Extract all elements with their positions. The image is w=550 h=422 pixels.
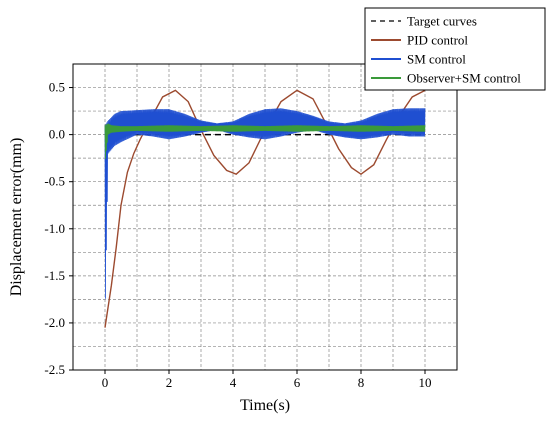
y-tick-label: -2.0 <box>44 315 65 330</box>
plot-series <box>104 89 426 328</box>
series-line-observer-sm-control <box>104 123 426 159</box>
y-tick-label: -2.5 <box>44 362 65 377</box>
y-tick-label: -1.5 <box>44 268 65 283</box>
y-tick-label: 0.0 <box>49 127 65 142</box>
legend-label: SM control <box>407 52 466 67</box>
series-line-pid-control <box>104 89 426 328</box>
legend-label: Observer+SM control <box>407 71 521 86</box>
x-tick-label: 6 <box>294 375 301 390</box>
plot-frame <box>72 63 458 371</box>
y-tick-label: -0.5 <box>44 174 65 189</box>
legend-label: PID control <box>407 33 468 48</box>
legend-box <box>364 7 546 91</box>
x-tick-label: 8 <box>358 375 365 390</box>
ticks: 0 2 4 6 8 10 0.5 0.0 -0.5 -1.0 -1.5 -2.0 -2.5 <box>44 80 431 390</box>
legend-label: Target curves <box>407 14 477 29</box>
x-tick-label: 4 <box>230 375 237 390</box>
y-tick-label: -1.0 <box>44 221 65 236</box>
legend: Target curves PID control SM control Observ… <box>364 7 546 91</box>
x-tick-label: 10 <box>419 375 432 390</box>
y-tick-label: 0.5 <box>49 80 65 95</box>
x-axis-title: Time(s) <box>240 397 290 414</box>
y-axis-title: Displacement error(mm) <box>8 138 25 297</box>
x-tick-label: 0 <box>102 375 109 390</box>
x-tick-label: 2 <box>166 375 173 390</box>
